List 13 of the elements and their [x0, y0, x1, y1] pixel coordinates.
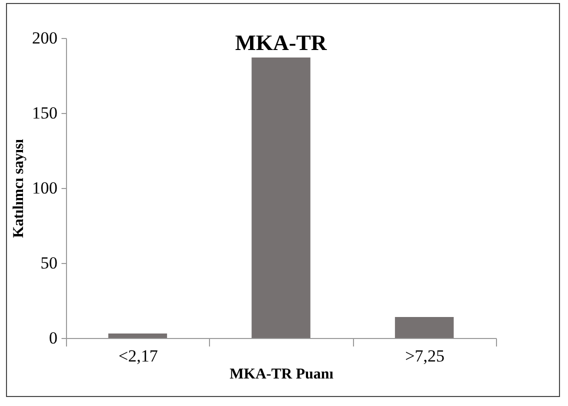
y-tick-label: 150	[32, 104, 58, 122]
y-tick-label: 100	[32, 178, 58, 198]
x-tick-label: <2,17	[118, 346, 158, 366]
bar	[108, 334, 168, 338]
bar	[252, 58, 310, 338]
x-tick-label: >7,25	[405, 346, 445, 366]
x-axis-title: MKA-TR Puanı	[230, 366, 334, 382]
y-tick-label: 50	[40, 254, 58, 272]
chart-title: MKA-TR	[235, 30, 328, 55]
y-tick-label: 200	[32, 28, 58, 48]
bar	[394, 317, 454, 338]
y-axis-title: Katılımcı sayısı	[11, 139, 27, 238]
y-tick-label: 0	[49, 328, 58, 348]
